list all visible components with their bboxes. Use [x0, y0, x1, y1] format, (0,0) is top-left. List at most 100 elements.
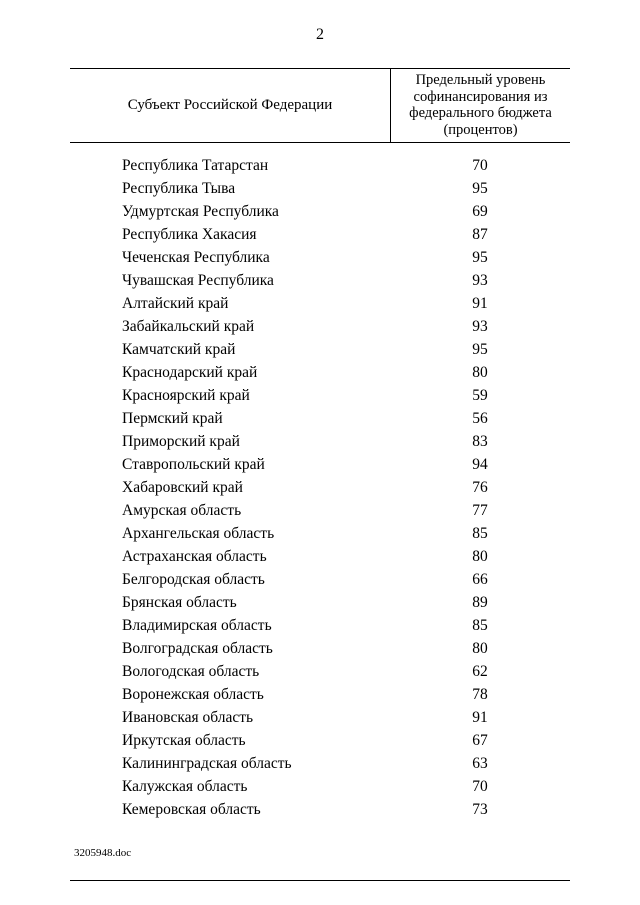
footer-filename: 3205948.doc: [74, 847, 132, 859]
table-row: Ивановская область 91: [70, 706, 570, 729]
table-row: Калужская область 70: [70, 775, 570, 798]
cofinancing-table: Субъект Российской Федерации Предельный …: [70, 68, 570, 821]
region-name: Удмуртская Республика: [122, 202, 279, 220]
column-header-level-line-2: софинансирования из: [413, 88, 548, 105]
table-row: Белгородская область 66: [70, 568, 570, 591]
table-body: Республика Татарстан 70 Республика Тыва 95 У…: [70, 143, 570, 821]
table-row: Иркутская область 67: [70, 729, 570, 752]
table-row: Краснодарский край 80: [70, 361, 570, 384]
region-value: 85: [472, 524, 488, 542]
region-value: 70: [472, 777, 488, 795]
page-number: 2: [316, 26, 324, 43]
region-name: Калужская область: [122, 777, 248, 795]
table-row: Республика Хакасия 87: [70, 223, 570, 246]
region-value: 66: [472, 570, 488, 588]
region-name: Республика Хакасия: [122, 225, 257, 243]
region-name: Кемеровская область: [122, 800, 261, 818]
region-name: Забайкальский край: [122, 317, 255, 335]
table-row: Амурская область 77: [70, 499, 570, 522]
region-value: 70: [472, 156, 488, 174]
region-value: 80: [472, 639, 488, 657]
table-row: Волгоградская область 80: [70, 637, 570, 660]
region-name: Владимирская область: [122, 616, 272, 634]
region-name: Чеченская Республика: [122, 248, 270, 266]
region-name: Хабаровский край: [122, 478, 243, 496]
table-row: Брянская область 89: [70, 591, 570, 614]
column-header-region: Субъект Российской Федерации: [70, 69, 390, 142]
region-name: Иркутская область: [122, 731, 246, 749]
region-value: 95: [472, 179, 488, 197]
region-name: Чувашская Республика: [122, 271, 274, 289]
table-row: Ставропольский край 94: [70, 453, 570, 476]
region-name: Ставропольский край: [122, 455, 265, 473]
region-value: 73: [472, 800, 488, 818]
table-row: Красноярский край 59: [70, 384, 570, 407]
region-name: Амурская область: [122, 501, 242, 519]
region-name: Краснодарский край: [122, 363, 258, 381]
table-row: Чеченская Республика 95: [70, 246, 570, 269]
region-name: Волгоградская область: [122, 639, 273, 657]
region-name: Республика Татарстан: [122, 156, 269, 174]
region-value: 62: [472, 662, 488, 680]
region-value: 93: [472, 271, 488, 289]
table-row: Приморский край 83: [70, 430, 570, 453]
region-value: 67: [472, 731, 488, 749]
column-header-level: Предельный уровень софинансирования из ф…: [390, 69, 570, 142]
region-value: 56: [472, 409, 488, 427]
table-row: Владимирская область 85: [70, 614, 570, 637]
region-name: Приморский край: [122, 432, 240, 450]
column-header-level-line-1: Предельный уровень: [415, 72, 546, 88]
region-value: 83: [472, 432, 488, 450]
region-value: 89: [472, 593, 488, 611]
table-row: Вологодская область 62: [70, 660, 570, 683]
region-name: Архангельская область: [122, 524, 275, 542]
column-header-level-line-3: федерального бюджета: [409, 105, 552, 121]
table-row: Калининградская область 63: [70, 752, 570, 775]
region-value: 91: [472, 708, 488, 726]
region-name: Пермский край: [122, 409, 223, 427]
table-row: Астраханская область 80: [70, 545, 570, 568]
region-name: Калининградская область: [122, 754, 292, 772]
region-name: Алтайский край: [122, 294, 229, 312]
table-row: Забайкальский край 93: [70, 315, 570, 338]
region-value: 63: [472, 754, 488, 772]
table-row: Пермский край 56: [70, 407, 570, 430]
table-row: Алтайский край 91: [70, 292, 570, 315]
table-row: Кемеровская область 73: [70, 798, 570, 821]
region-value: 95: [472, 340, 488, 358]
region-value: 87: [472, 225, 488, 243]
region-value: 94: [472, 455, 488, 473]
region-name: Воронежская область: [122, 685, 264, 703]
region-value: 80: [472, 363, 488, 381]
region-name: Вологодская область: [122, 662, 260, 680]
region-value: 85: [472, 616, 488, 634]
region-name: Красноярский край: [122, 386, 250, 404]
column-header-region-label: Субъект Российской Федерации: [127, 97, 333, 113]
region-value: 76: [472, 478, 488, 496]
region-name: Камчатский край: [122, 340, 236, 358]
region-value: 93: [472, 317, 488, 335]
region-name: Ивановская область: [122, 708, 254, 726]
region-value: 77: [472, 501, 488, 519]
region-value: 69: [472, 202, 488, 220]
region-value: 78: [472, 685, 488, 703]
region-value: 80: [472, 547, 488, 565]
table-row: Удмуртская Республика 69: [70, 200, 570, 223]
table-row: Камчатский край 95: [70, 338, 570, 361]
region-name: Астраханская область: [122, 547, 267, 565]
bottom-rule: [70, 880, 570, 881]
region-name: Брянская область: [122, 593, 237, 611]
region-value: 91: [472, 294, 488, 312]
table-header-row: Субъект Российской Федерации Предельный …: [70, 68, 570, 143]
region-value: 59: [472, 386, 488, 404]
table-row: Республика Тыва 95: [70, 177, 570, 200]
region-name: Республика Тыва: [122, 179, 236, 197]
table-row: Воронежская область 78: [70, 683, 570, 706]
column-header-level-line-4: (процентов): [443, 121, 518, 138]
region-name: Белгородская область: [122, 570, 265, 588]
table-row: Чувашская Республика 93: [70, 269, 570, 292]
table-row: Хабаровский край 76: [70, 476, 570, 499]
table-row: Республика Татарстан 70: [70, 154, 570, 177]
region-value: 95: [472, 248, 488, 266]
